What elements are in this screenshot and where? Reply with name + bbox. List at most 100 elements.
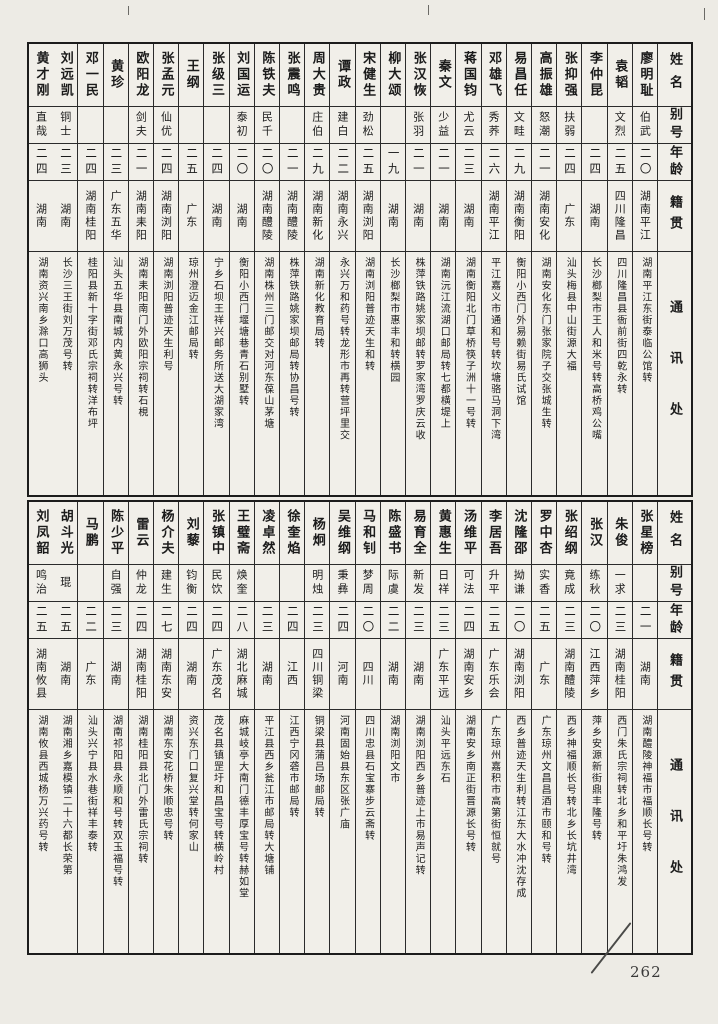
entry-alias: 升平: [487, 569, 501, 597]
directory-entry: 李居吾 升平 二五 广东乐会 广东琼州嘉积市高第街恒就号: [481, 502, 507, 953]
entry-address: 长沙三王街刘万茂号转: [60, 257, 72, 372]
entry-name: 罗中杏: [536, 509, 552, 557]
entry-age: 二〇: [588, 604, 603, 636]
directory-table-top: 姓名 别号 年龄 籍贯 通讯处 廖明耻 伯武 二〇 湖南平江 湖南平江东街泰临公…: [27, 42, 693, 497]
entry-name: 秦文: [435, 59, 451, 91]
scan-artifact: [428, 5, 429, 15]
entry-native-place: 湖南醴陵: [260, 190, 274, 242]
entry-age: 二五: [34, 604, 49, 636]
entry-native-place: 湖南衡阳: [512, 190, 526, 242]
entry-name: 张镇中: [208, 509, 224, 557]
entry-native-place: 湖南醴陵: [562, 648, 576, 700]
entry-age: 二四: [210, 146, 225, 178]
directory-entry: 秦文 少益 二一 湖南 湖南沅江流湖口邮局转七都横堤上: [431, 44, 457, 495]
entry-age: 二四: [134, 604, 149, 636]
directory-entry: 易育全 新发 二三 湖南 湖南浏阳西乡普迹上市易声记转: [405, 502, 432, 953]
entry-native-place: 湖南桂阳: [83, 190, 97, 242]
entry-age: 二三: [411, 604, 426, 636]
entry-name: 蒋国钧: [460, 51, 476, 99]
entry-age: 二四: [210, 604, 225, 636]
entry-name: 邓一民: [82, 51, 98, 99]
entry-address: 湖南祁阳县永顺和号转双玉福号转: [110, 715, 122, 888]
entry-age: 二三: [563, 604, 578, 636]
directory-entry: 张级三 二四 湖南 宁乡石坝王祥兴邮务所送大湖家湾: [204, 44, 230, 495]
directory-entry: 胡斗光 琨 二五 湖南 湖南湘乡嘉模镇二十六都长荣第: [53, 502, 79, 953]
entry-native-place: 广东: [562, 203, 576, 229]
entry-address: 汕头梅县中山街源大福: [564, 257, 576, 372]
directory-entry: 刘国运 泰初 二〇 湖南 衡阳小西门堰塘巷青石别墅转: [229, 44, 255, 495]
directory-entry: 蒋国钧 尤云 二三 湖南 湖南衡阳北门草桥筷子洲十一号转: [456, 44, 482, 495]
header-alias: 别号: [658, 565, 691, 602]
entry-native-place: 四川: [361, 661, 375, 687]
entry-native-place: 湖南: [260, 661, 274, 687]
entry-age: 二三: [613, 604, 628, 636]
entry-name: 张汉: [586, 517, 602, 549]
table-header-column: 姓名 别号 年龄 籍贯 通讯处: [658, 502, 691, 953]
entry-address: 西乡神福顺长号转北乡长坑井湾: [564, 715, 576, 876]
entry-alias: 自强: [109, 569, 123, 597]
entry-age: 二四: [462, 604, 477, 636]
directory-entry: 陈盛书 际虞 二二 湖南 湖南浏阳文市: [380, 502, 406, 953]
directory-entry: 欧阳龙 剑夫 二一 湖南耒阳 湖南耒阳南门外欧阳宗祠转石梘: [128, 44, 154, 495]
entry-name: 李居吾: [486, 509, 502, 557]
entry-address: 广东琼州文昌昌酒市颐和号转: [539, 715, 551, 865]
directory-entry: 徐奎焰 二四 江西 江西宁冈砻市邮局转: [279, 502, 306, 953]
entry-name: 刘凤韶: [33, 509, 49, 557]
entry-alias: 建白: [335, 111, 349, 139]
entry-name: 廖明耻: [637, 51, 653, 99]
entry-address: 广东琼州嘉积市高第街恒就号: [488, 715, 500, 865]
entry-name: 马鹏: [82, 517, 98, 549]
entry-address: 湖南平江东街泰临公馆转: [639, 257, 651, 384]
entry-address: 湖南东安花桥朱顺忠号转: [161, 715, 173, 842]
entry-address: 铜梁县蒲吕场邮局转: [312, 715, 324, 819]
entry-age: 二二: [336, 146, 351, 178]
entry-alias: 琨: [58, 576, 72, 590]
entry-age: 二五: [361, 146, 376, 178]
entry-age: 二四: [34, 146, 49, 178]
entry-alias: 焕奎: [235, 569, 249, 597]
entry-address: 湖南桂阳县北门外雷氏宗祠转: [135, 715, 147, 865]
entry-alias: 新发: [411, 569, 425, 597]
entry-address: 萍乡安源新街鼎丰隆号转: [589, 715, 601, 842]
directory-entry: 刘凤韶 鸣治 二五 湖南攸县 湖南攸县西城杨万兴药号转: [28, 502, 54, 953]
entry-name: 凌卓然: [259, 509, 275, 557]
entry-name: 高振雄: [536, 51, 552, 99]
entry-alias: 少益: [436, 111, 450, 139]
entry-alias: 泰初: [235, 111, 249, 139]
entry-alias: 实香: [537, 569, 551, 597]
header-native: 籍贯: [658, 639, 691, 710]
directory-entry: 张汉 练秋 二〇 江西萍乡 萍乡安源新街鼎丰隆号转: [582, 502, 608, 953]
header-contact: 通讯处: [667, 757, 682, 911]
directory-entry: 张镇中 民饮 二四 广东茂名 茂名县镇罡圩和昌宝号转横岭村: [204, 502, 230, 953]
entry-address: 湖南沅江流湖口邮局转七都横堤上: [438, 257, 450, 430]
entry-age: 二七: [159, 604, 174, 636]
entry-address: 株萍铁路姚家坝邮局转协昌号转: [287, 257, 299, 418]
entry-alias: 铜士: [58, 111, 72, 139]
entry-alias: 建生: [159, 569, 173, 597]
entry-name: 宋健生: [360, 51, 376, 99]
directory-entry: 高振雄 怒潮 二一 湖南安化 湖南安化东门张家院子交张城生转: [531, 44, 558, 495]
table-header-column: 姓名 别号 年龄 籍贯 通讯处: [658, 44, 691, 495]
entry-age: 二四: [563, 146, 578, 178]
entry-name: 雷云: [133, 517, 149, 549]
entry-native-place: 湖南: [587, 203, 601, 229]
entry-address: 湖南湘乡嘉模镇二十六都长荣第: [60, 715, 72, 876]
entry-address: 湖南安化东门张家院子交张城生转: [539, 257, 551, 430]
entry-age: 二二: [386, 604, 401, 636]
header-native: 籍贯: [658, 181, 691, 252]
entry-native-place: 湖南: [638, 661, 652, 687]
entry-name: 黄惠生: [435, 509, 451, 557]
entry-age: 二三: [58, 146, 73, 178]
directory-entry: 王纲 二五 广东 琼州澄迈金江邮局转: [179, 44, 205, 495]
entry-name: 杨炯: [309, 517, 325, 549]
entry-alias: 伯武: [638, 111, 652, 139]
entry-name: 汤维平: [460, 509, 476, 557]
entry-name: 李仲昆: [586, 51, 602, 99]
directory-entry: 马和钊 梦周 二〇 四川 四川忠县石宝寨步云斋转: [355, 502, 381, 953]
entry-address: 湖南新化教育局转: [312, 257, 324, 349]
entry-age: 二四: [285, 604, 300, 636]
entry-alias: 扶弱: [562, 111, 576, 139]
entry-address: 湖南株州三门邮交对河东葆山茅塘: [261, 257, 273, 430]
entry-age: 二三: [437, 604, 452, 636]
entry-native-place: 湖南攸县: [34, 648, 48, 700]
